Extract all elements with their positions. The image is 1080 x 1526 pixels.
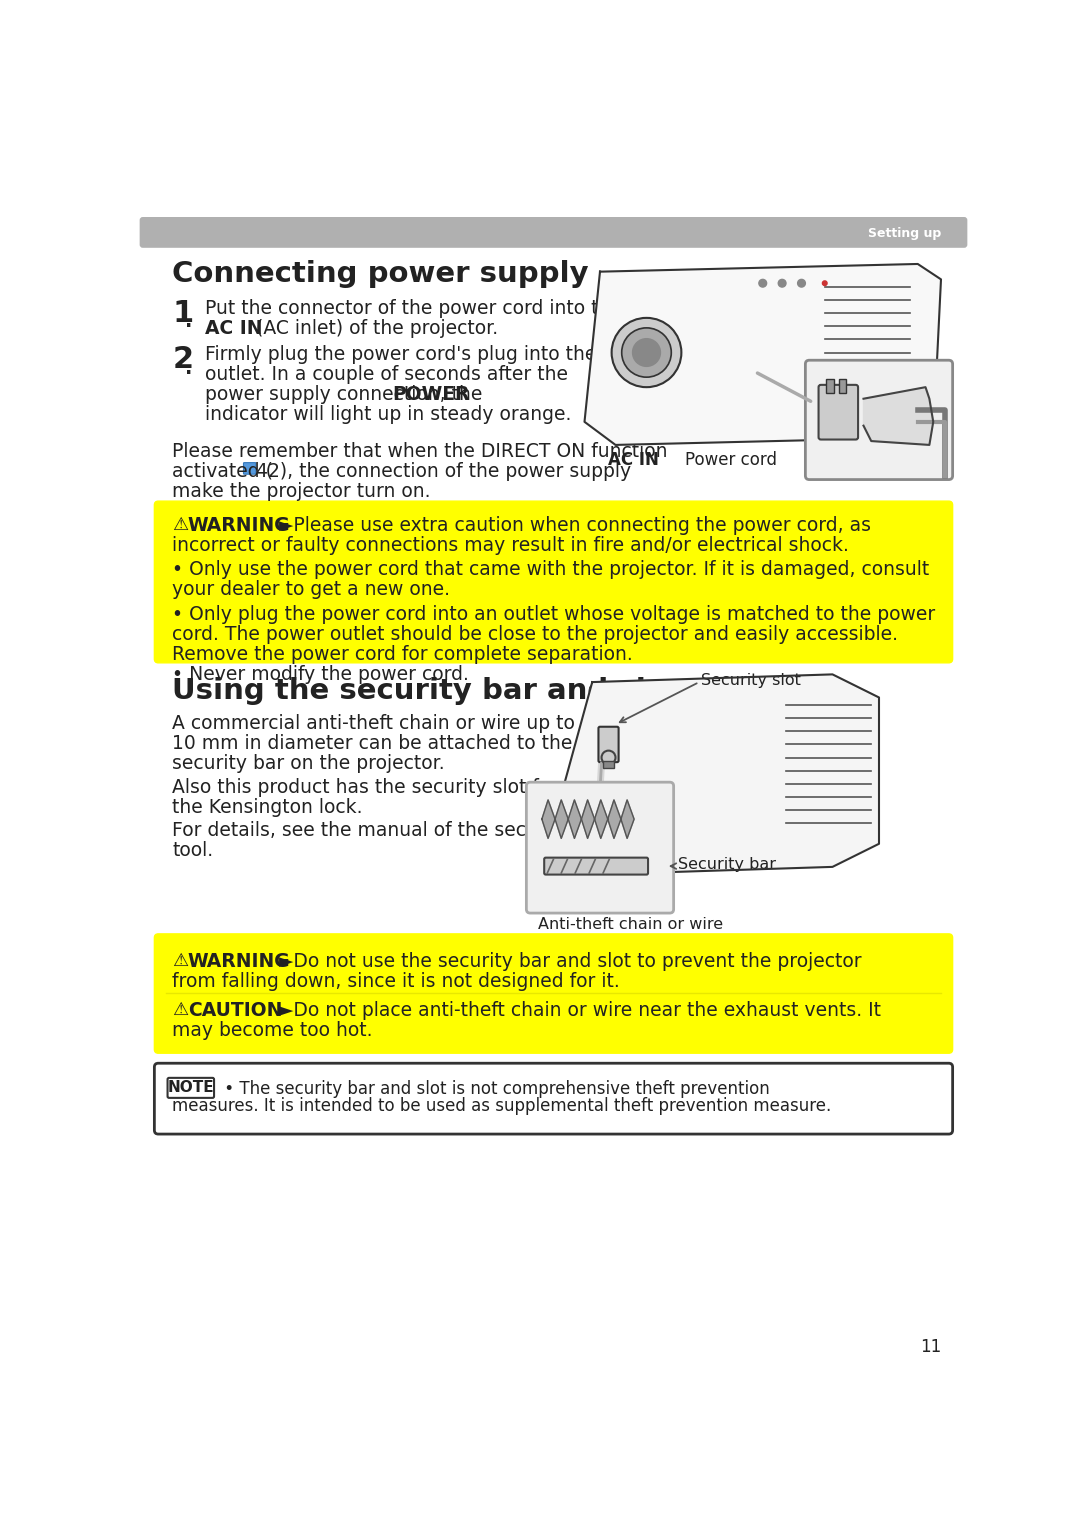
Bar [826, 380, 834, 394]
Text: For details, see the manual of the security: For details, see the manual of the secur… [172, 821, 569, 839]
FancyBboxPatch shape [243, 462, 256, 475]
Text: may become too hot.: may become too hot. [172, 1021, 373, 1039]
Text: .: . [185, 359, 192, 377]
Text: Connecting power supply: Connecting power supply [172, 259, 589, 288]
Text: the Kensington lock.: the Kensington lock. [172, 798, 363, 816]
Text: WARNING: WARNING [188, 516, 291, 534]
Polygon shape [555, 800, 568, 838]
Text: CAUTION: CAUTION [188, 1001, 282, 1019]
Text: Firmly plug the power cord's plug into the: Firmly plug the power cord's plug into t… [205, 345, 596, 363]
Text: Anti-theft chain or wire: Anti-theft chain or wire [538, 917, 724, 932]
Text: Using the security bar and slot: Using the security bar and slot [172, 678, 680, 705]
Text: Put the connector of the power cord into the: Put the connector of the power cord into… [205, 299, 622, 317]
Text: outlet. In a couple of seconds after the: outlet. In a couple of seconds after the [205, 365, 568, 385]
Text: Please remember that when the DIRECT ON function: Please remember that when the DIRECT ON … [172, 443, 667, 461]
Text: • Only use the power cord that came with the projector. If it is damaged, consul: • Only use the power cord that came with… [172, 560, 930, 580]
Circle shape [823, 281, 827, 285]
Text: ⚠: ⚠ [172, 1001, 188, 1019]
Text: AC IN: AC IN [608, 452, 659, 468]
FancyBboxPatch shape [806, 360, 953, 479]
Polygon shape [608, 800, 621, 838]
Text: security bar on the projector.: security bar on the projector. [172, 754, 445, 774]
FancyBboxPatch shape [819, 385, 859, 439]
Text: indicator will light up in steady orange.: indicator will light up in steady orange… [205, 404, 571, 424]
Polygon shape [545, 674, 879, 874]
Text: ►Please use extra caution when connecting the power cord, as: ►Please use extra caution when connectin… [279, 516, 872, 534]
Text: 11: 11 [920, 1338, 941, 1357]
Text: NOTE: NOTE [167, 1080, 214, 1096]
Text: • The security bar and slot is not comprehensive theft prevention: • The security bar and slot is not compr… [218, 1080, 769, 1099]
Bar [603, 760, 613, 768]
Text: Security bar: Security bar [677, 858, 775, 871]
Text: incorrect or faulty connections may result in fire and/or electrical shock.: incorrect or faulty connections may resu… [172, 536, 849, 555]
Text: your dealer to get a new one.: your dealer to get a new one. [172, 580, 450, 600]
Text: tool.: tool. [172, 841, 214, 859]
Circle shape [633, 339, 661, 366]
Text: AC IN: AC IN [205, 319, 262, 337]
Circle shape [759, 279, 767, 287]
Circle shape [779, 279, 786, 287]
Circle shape [611, 317, 681, 388]
Text: • Only plug the power cord into an outlet whose voltage is matched to the power: • Only plug the power cord into an outle… [172, 606, 935, 624]
FancyBboxPatch shape [544, 858, 648, 874]
Text: 1: 1 [172, 299, 193, 328]
Text: activated (: activated ( [172, 462, 273, 481]
Text: A commercial anti-theft chain or wire up to: A commercial anti-theft chain or wire up… [172, 714, 575, 734]
Polygon shape [621, 800, 634, 838]
Text: cord. The power outlet should be close to the projector and easily accessible.: cord. The power outlet should be close t… [172, 626, 899, 644]
Circle shape [625, 784, 636, 795]
Text: POWER: POWER [392, 385, 470, 404]
Polygon shape [864, 388, 933, 446]
Text: 42), the connection of the power supply: 42), the connection of the power supply [256, 462, 631, 481]
FancyBboxPatch shape [598, 726, 619, 761]
Circle shape [798, 279, 806, 287]
Polygon shape [542, 800, 555, 838]
Text: Remove the power cord for complete separation.: Remove the power cord for complete separ… [172, 645, 633, 664]
FancyBboxPatch shape [154, 934, 953, 1053]
FancyBboxPatch shape [154, 1064, 953, 1134]
FancyBboxPatch shape [139, 217, 968, 247]
Text: ►Do not place anti-theft chain or wire near the exhaust vents. It: ►Do not place anti-theft chain or wire n… [279, 1001, 881, 1019]
FancyBboxPatch shape [526, 783, 674, 913]
Text: ⚠: ⚠ [172, 516, 188, 534]
Polygon shape [595, 800, 608, 838]
Text: Also this product has the security slot for: Also this product has the security slot … [172, 778, 558, 797]
Text: • Never modify the power cord.: • Never modify the power cord. [172, 665, 469, 684]
Text: power supply connection, the: power supply connection, the [205, 385, 488, 404]
Bar [839, 380, 847, 394]
Text: .: . [185, 313, 192, 331]
Text: Setting up: Setting up [867, 227, 941, 240]
Polygon shape [581, 800, 595, 838]
Text: make the projector turn on.: make the projector turn on. [172, 482, 431, 501]
Text: measures. It is intended to be used as supplemental theft prevention measure.: measures. It is intended to be used as s… [172, 1097, 832, 1116]
Polygon shape [584, 264, 941, 446]
FancyBboxPatch shape [154, 501, 953, 662]
Text: (AC inlet) of the projector.: (AC inlet) of the projector. [249, 319, 498, 337]
Polygon shape [568, 800, 581, 838]
Text: 10 mm in diameter can be attached to the: 10 mm in diameter can be attached to the [172, 734, 572, 754]
Text: Security slot: Security slot [701, 673, 800, 688]
Text: Power cord: Power cord [685, 452, 778, 468]
Circle shape [622, 328, 672, 377]
Text: 2: 2 [172, 345, 193, 374]
Text: WARNING: WARNING [188, 952, 291, 971]
FancyBboxPatch shape [167, 1077, 214, 1097]
Text: from falling down, since it is not designed for it.: from falling down, since it is not desig… [172, 972, 620, 990]
Text: ⚠: ⚠ [172, 952, 188, 969]
Text: ►Do not use the security bar and slot to prevent the projector: ►Do not use the security bar and slot to… [279, 952, 862, 971]
